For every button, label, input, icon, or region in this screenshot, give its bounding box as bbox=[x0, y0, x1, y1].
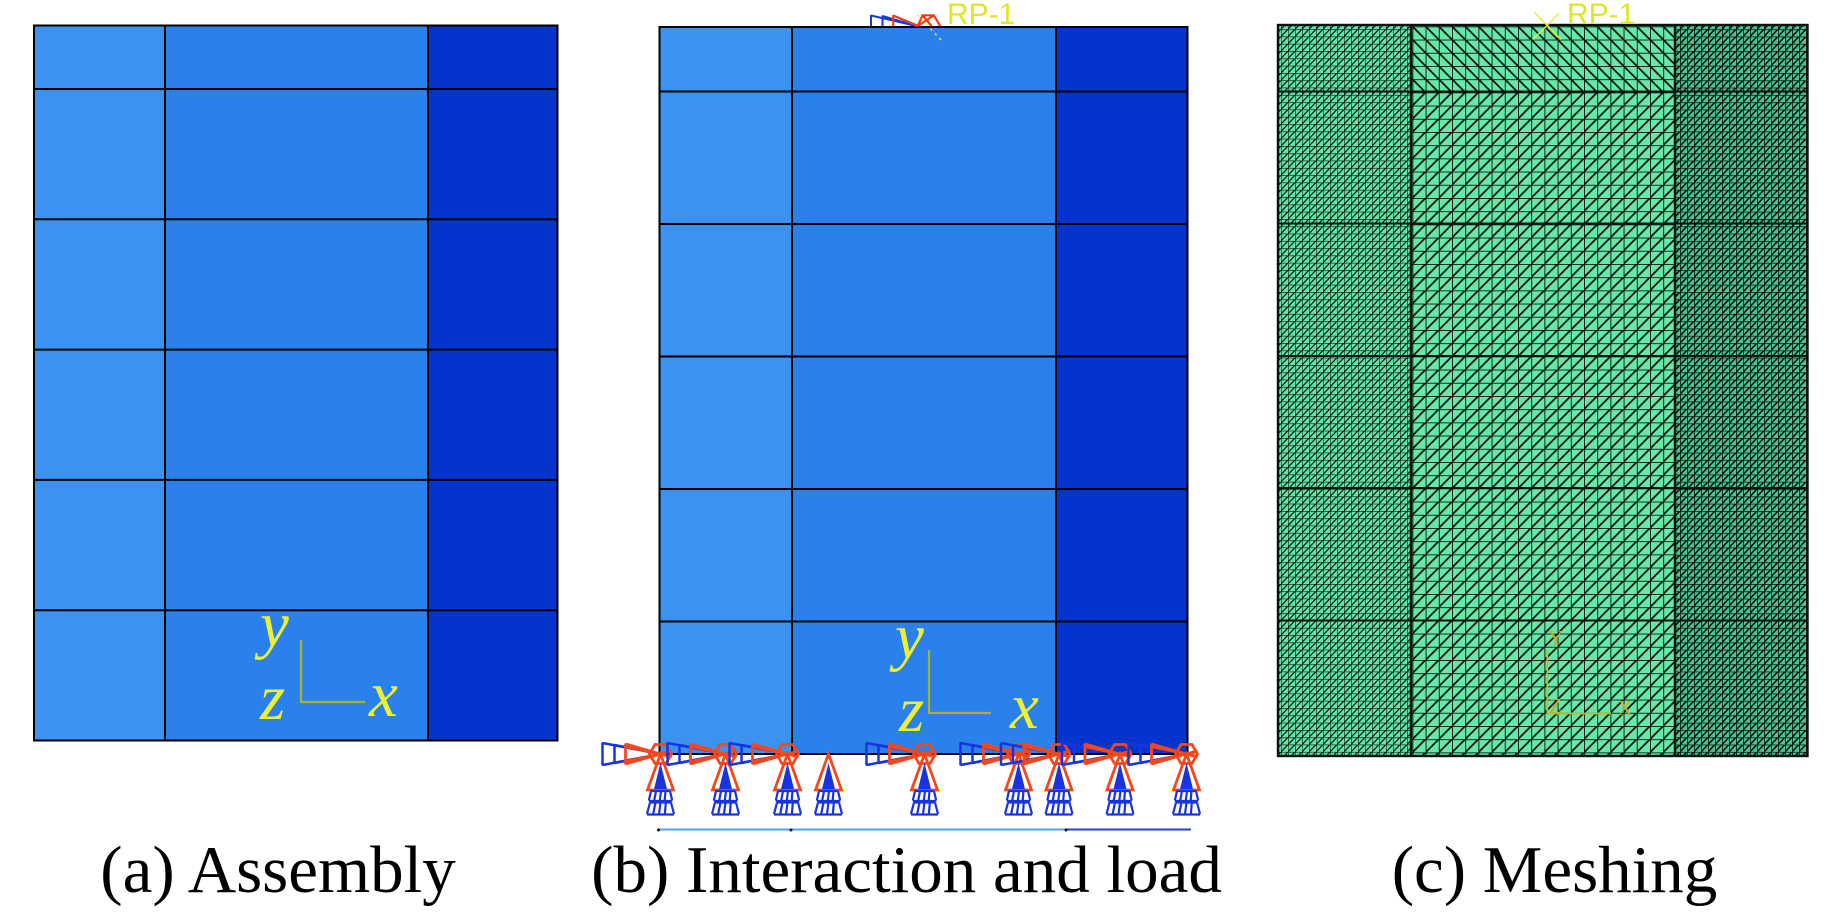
svg-text:(c) Meshing: (c) Meshing bbox=[1392, 833, 1718, 907]
svg-text:x: x bbox=[1009, 671, 1039, 743]
svg-text:z: z bbox=[898, 674, 924, 746]
svg-text:(b) Interaction and load: (b) Interaction and load bbox=[591, 833, 1222, 907]
svg-text:X: X bbox=[1618, 696, 1633, 720]
svg-text:(a) Assembly: (a) Assembly bbox=[100, 833, 456, 907]
svg-text:Y: Y bbox=[1548, 626, 1563, 650]
svg-text:RP-1: RP-1 bbox=[947, 0, 1015, 31]
svg-text:y: y bbox=[254, 589, 289, 661]
svg-text:y: y bbox=[889, 601, 924, 673]
svg-text:x: x bbox=[368, 659, 398, 731]
svg-text:RP-1: RP-1 bbox=[1567, 0, 1635, 31]
svg-text:z: z bbox=[259, 662, 285, 734]
svg-text:Z: Z bbox=[1549, 694, 1562, 718]
